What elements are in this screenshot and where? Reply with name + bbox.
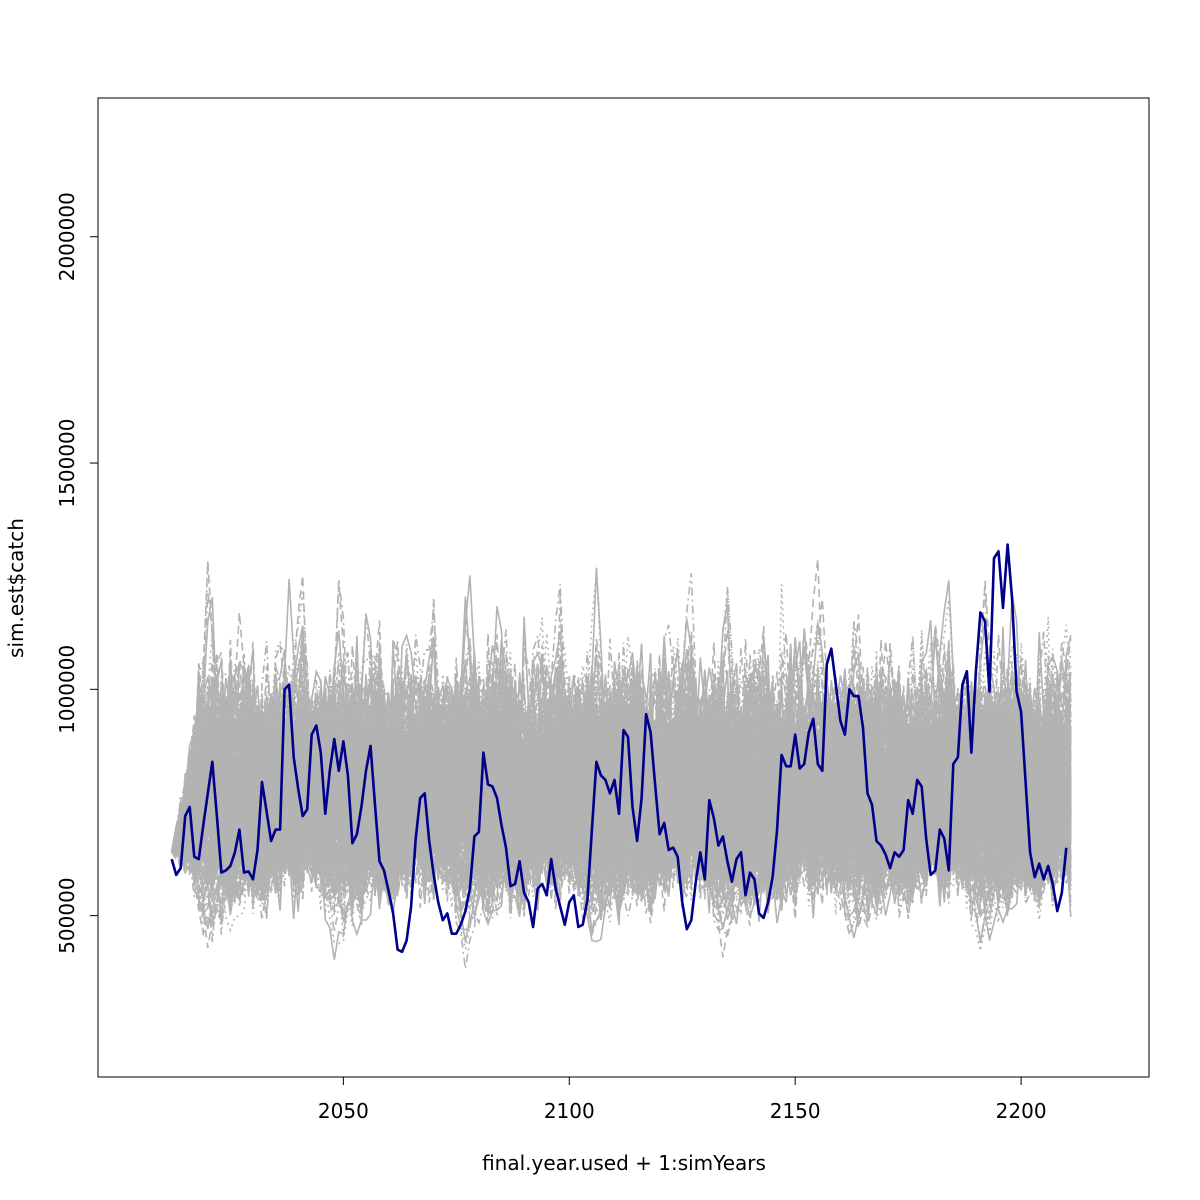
- background-series-line: [170, 663, 1072, 906]
- background-series-line: [170, 665, 1072, 918]
- y-tick-label: 1500000: [55, 418, 79, 507]
- background-series-line: [170, 586, 1072, 914]
- highlight-series-group: [170, 543, 1068, 954]
- x-tick-label: 2200: [996, 1099, 1047, 1123]
- x-axis: 2050 2100 2150 2200: [318, 1076, 1047, 1123]
- y-axis-title: sim.est$catch: [4, 518, 28, 658]
- x-tick-label: 2100: [544, 1099, 595, 1123]
- background-series-line: [171, 580, 1072, 917]
- background-series-line: [170, 670, 1072, 907]
- y-tick-label: 500000: [55, 877, 79, 953]
- background-series-line: [170, 640, 1072, 949]
- y-tick-label: 2000000: [55, 192, 79, 281]
- x-tick-label: 2150: [770, 1099, 821, 1123]
- x-axis-title: final.year.used + 1:simYears: [482, 1151, 766, 1175]
- y-tick-label: 1000000: [55, 645, 79, 734]
- x-tick-label: 2050: [318, 1099, 369, 1123]
- highlight-series-line: [170, 543, 1068, 954]
- background-series-line: [171, 573, 1072, 924]
- y-axis: 500000 1000000 1500000 2000000: [55, 192, 99, 954]
